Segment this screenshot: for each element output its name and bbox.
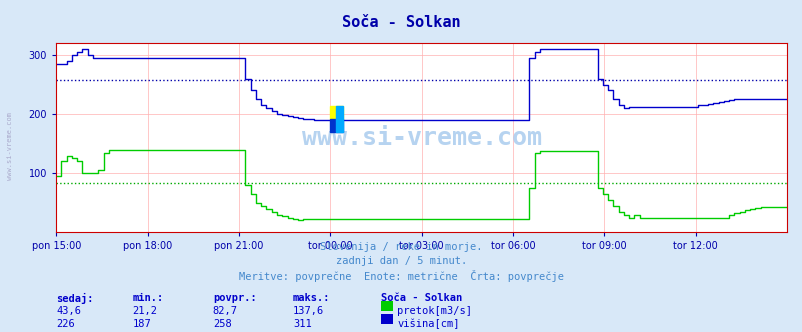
Text: Soča - Solkan: Soča - Solkan	[342, 15, 460, 30]
Text: povpr.:: povpr.:	[213, 293, 256, 303]
Text: 43,6: 43,6	[56, 306, 81, 316]
Text: www.si-vreme.com: www.si-vreme.com	[6, 112, 13, 180]
Text: Meritve: povprečne  Enote: metrične  Črta: povprečje: Meritve: povprečne Enote: metrične Črta:…	[239, 270, 563, 282]
Text: 311: 311	[293, 319, 311, 329]
Bar	[336, 119, 342, 132]
Bar	[383, 136, 400, 166]
Text: min.:: min.:	[132, 293, 164, 303]
Text: pretok[m3/s]: pretok[m3/s]	[397, 306, 472, 316]
Bar	[381, 301, 392, 311]
Text: Soča - Solkan: Soča - Solkan	[381, 293, 462, 303]
Text: www.si-vreme.com: www.si-vreme.com	[302, 126, 541, 150]
Bar	[381, 314, 392, 324]
Bar	[365, 136, 383, 151]
Text: sedaj:: sedaj:	[56, 293, 94, 304]
Bar	[329, 119, 342, 132]
Text: 137,6: 137,6	[293, 306, 324, 316]
Text: 187: 187	[132, 319, 151, 329]
Text: Slovenija / reke in morje.: Slovenija / reke in morje.	[320, 242, 482, 252]
Text: maks.:: maks.:	[293, 293, 330, 303]
Text: 21,2: 21,2	[132, 306, 157, 316]
Text: 258: 258	[213, 319, 231, 329]
Text: višina[cm]: višina[cm]	[397, 319, 460, 329]
Text: 82,7: 82,7	[213, 306, 237, 316]
Bar	[336, 106, 342, 119]
Text: 226: 226	[56, 319, 75, 329]
Bar	[365, 151, 383, 166]
Bar	[329, 106, 342, 119]
Text: zadnji dan / 5 minut.: zadnji dan / 5 minut.	[335, 256, 467, 266]
